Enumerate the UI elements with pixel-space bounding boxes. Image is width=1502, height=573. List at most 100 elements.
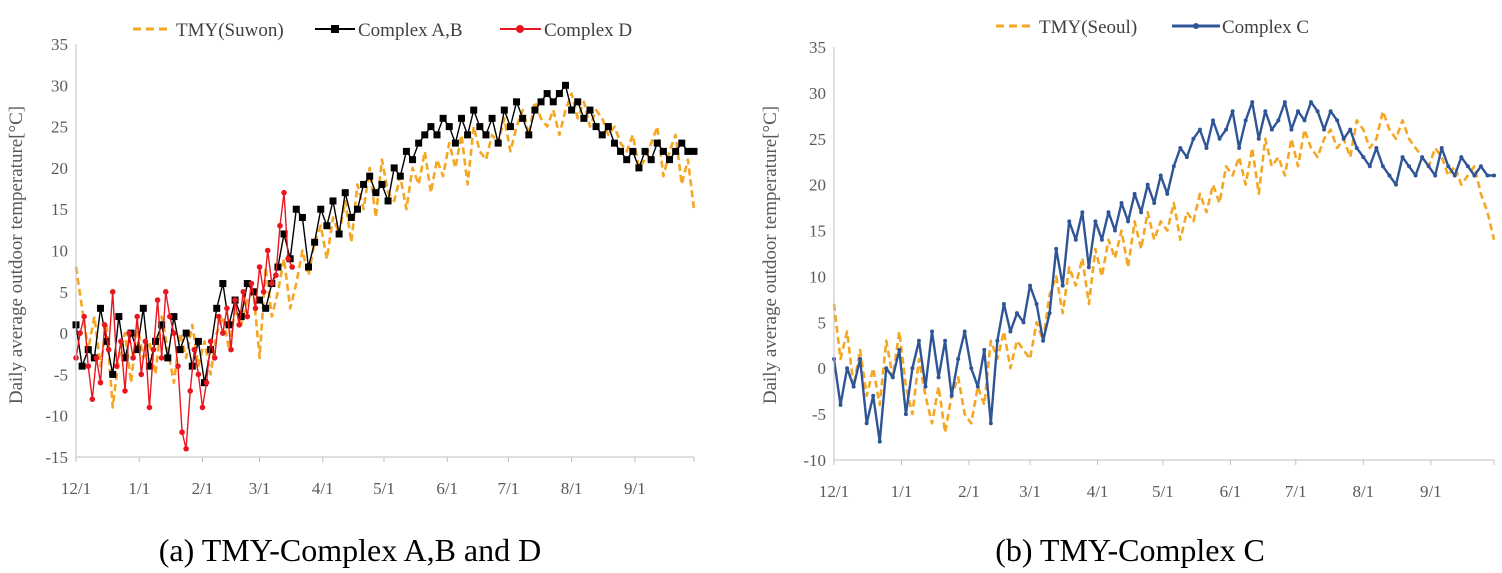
data-point-complex-a-b [115,313,123,321]
data-point-complex-c [1106,210,1111,215]
data-point-complex-c [936,375,941,380]
data-point-complex-c [1165,191,1170,196]
data-point-complex-d [105,346,112,353]
data-point-complex-d [89,396,96,402]
data-point-complex-c [1054,246,1059,251]
chart-a-xtick-label: 12/1 [61,479,91,498]
data-point-complex-a-b [562,81,570,89]
data-point-complex-a-b [690,147,698,155]
data-point-complex-d [281,189,287,196]
legend-label-tmy-seoul: TMY(Seoul) [1039,17,1137,38]
data-point-complex-a-b [353,205,361,213]
data-point-complex-d [191,346,198,353]
chart-a-xtick-label: 4/1 [312,479,334,498]
chart-b-ytick-label: 5 [818,313,827,332]
data-point-complex-c [1263,109,1268,114]
data-point-complex-a-b [659,147,667,155]
data-point-complex-c [1028,283,1033,288]
chart-b-xtick-label: 5/1 [1152,482,1174,501]
data-point-complex-a-b [635,164,643,172]
data-point-complex-a-b [274,263,282,271]
data-point-complex-a-b [323,222,331,230]
data-point-complex-c [1021,320,1026,325]
data-point-complex-a-b [372,189,380,197]
data-point-complex-c [982,347,987,352]
data-point-complex-d [252,305,259,312]
data-point-complex-d [113,363,120,369]
data-point-complex-a-b [574,98,582,106]
data-point-complex-c [1446,164,1451,169]
data-point-complex-a-b [237,313,245,321]
data-point-complex-c [1086,265,1091,270]
data-point-complex-c [851,384,856,389]
data-point-complex-c [962,329,967,334]
legend-label-tmy-suwon: TMY(Suwon) [176,20,284,41]
data-point-complex-d [126,330,132,336]
chart-a-xtick-label: 1/1 [128,479,150,498]
data-point-complex-a-b [592,123,600,131]
data-point-complex-a-b [176,346,184,354]
data-point-complex-a-b [653,139,661,147]
data-point-complex-c [1126,219,1131,224]
data-point-complex-c [1008,329,1013,334]
data-point-complex-a-b [133,346,141,354]
data-point-complex-a-b [243,280,251,288]
data-point-complex-a-b [145,362,153,370]
legend-label-complex-d: Complex D [544,20,632,41]
data-point-complex-c [1243,118,1248,123]
data-point-complex-c [1237,145,1242,150]
data-point-complex-a-b [647,156,655,164]
chart-a-ytick-label: 20 [51,159,68,178]
data-point-complex-a-b [194,337,202,345]
data-point-complex-c [969,366,974,371]
data-point-complex-c [838,402,843,407]
legend-label-complex-ab: Complex A,B [358,20,463,41]
data-point-complex-a-b [152,337,160,345]
data-point-complex-c [1230,109,1235,114]
data-point-complex-d [167,313,173,320]
data-point-complex-a-b [543,90,551,98]
data-point-complex-a-b [262,304,270,312]
data-point-complex-c [1492,173,1496,178]
chart-a: -15 -10 -5 0 5 10 15 20 25 30 35 12/1 1/1 2/1 3/1 4/1 5/… [6,20,698,568]
data-point-complex-a-b [451,139,459,147]
data-point-complex-d [232,297,238,303]
chart-a-xtick-label: 9/1 [624,479,646,498]
data-point-complex-a-b [347,213,355,221]
data-point-complex-c [877,439,882,444]
data-point-complex-c [1452,173,1457,178]
data-point-complex-c [1197,127,1202,132]
data-point-complex-c [1309,100,1314,105]
data-point-complex-c [995,338,1000,343]
data-point-complex-c [1335,118,1340,123]
chart-b-xtick-label: 6/1 [1220,482,1242,501]
data-point-complex-c [1217,136,1222,141]
data-point-complex-d [109,289,116,295]
series-line-tmy-seoul [832,109,1496,434]
chart-b-ytick-label: 10 [809,267,826,286]
data-point-complex-a-b [366,172,374,180]
chart-a-ytick-label: 0 [60,324,69,343]
data-point-complex-d [142,338,149,345]
data-point-complex-c [1145,182,1150,187]
data-point-complex-c [884,366,889,371]
chart-a-caption: (a) TMY-Complex A,B and D [159,532,541,568]
data-point-complex-c [956,357,961,362]
data-point-complex-d [146,404,153,411]
data-point-complex-a-b [182,329,190,337]
data-point-complex-d [154,297,161,303]
data-point-complex-a-b [280,230,288,238]
data-point-complex-d [138,371,145,378]
data-point-complex-c [1289,127,1294,132]
data-point-complex-a-b [360,180,368,188]
data-point-complex-c [1224,127,1229,132]
data-point-complex-a-b [158,321,166,329]
data-point-complex-c [1315,109,1320,114]
data-point-complex-a-b [568,106,576,114]
data-point-complex-c [1374,145,1379,150]
chart-a-xtick-label: 5/1 [373,479,395,498]
data-point-complex-a-b [311,238,319,246]
data-point-complex-a-b [549,98,557,106]
data-point-complex-c [1322,127,1327,132]
data-point-complex-a-b [415,139,423,147]
